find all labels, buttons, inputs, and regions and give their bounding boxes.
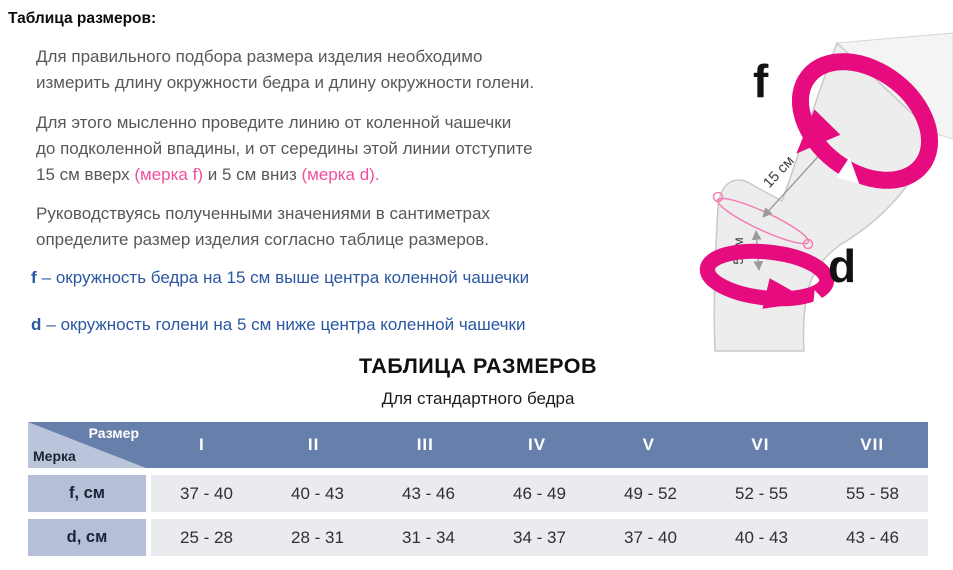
table-corner-cell: Размер Мерка [28,422,146,468]
table-cell: 40 - 43 [291,483,344,503]
measure-mark-f: (мерка f) [134,165,203,184]
column-header-6: VI [751,435,770,454]
thigh-circumference-arrow-icon [791,53,939,189]
size-table-subtitle: Для стандартного бедра [381,389,575,408]
table-row-f: f, см 37 - 40 40 - 43 43 - 46 46 - 49 49… [28,475,928,512]
table-cell: 55 - 58 [846,483,899,503]
intro-paragraph-3: Руководствуясь полученными значениями в … [36,204,490,249]
size-table-title: ТАБЛИЦА РАЗМЕРОВ [359,354,597,378]
table-cell: 34 - 37 [513,527,566,547]
size-table: Размер Мерка I II III IV V VI VII f, см … [28,422,928,556]
measure-arrow-15cm [762,148,826,218]
knee-measurement-diagram: 15 см 5 см f d [699,32,953,352]
corner-diagonal [28,422,146,468]
table-cell: 46 - 49 [513,483,566,503]
table-cell: 37 - 40 [180,483,233,503]
table-row-d: d, см 25 - 28 28 - 31 31 - 34 34 - 37 37… [28,519,928,556]
intro-text: Для правильного подбора размера изделия … [31,44,535,335]
shin-circumference-arrow-icon [699,243,835,315]
column-header-2: II [307,435,320,454]
table-cell: 52 - 55 [735,483,788,503]
definition-d-line: d – окружность голени на 5 см ниже центра… [31,315,526,334]
row-label-f: f, см [28,475,146,512]
corner-label-size: Размер [88,425,139,441]
table-cell: 49 - 52 [624,483,677,503]
column-header-3: III [416,435,434,454]
diagram-label-f: f [753,55,769,107]
table-cell: 40 - 43 [735,527,788,547]
intro-paragraph-1: Для правильного подбора размера изделия … [36,47,535,92]
column-header-4: IV [527,435,547,454]
column-header-7: VII [860,435,885,454]
table-cell: 43 - 46 [846,527,899,547]
knee-line-end-right [802,238,814,250]
intro-paragraph-2: Для этого мысленно проведите линию от ко… [36,113,533,184]
column-header-1: I [198,435,205,454]
row-label-d: d, см [28,519,146,556]
column-header-5: V [642,435,655,454]
table-cell: 25 - 28 [180,527,233,547]
table-cell: 37 - 40 [624,527,677,547]
diagram-label-d: d [828,240,856,292]
table-cell: 43 - 46 [402,483,455,503]
page-title: Таблица размеров: [8,10,157,27]
table-cell: 28 - 31 [291,527,344,547]
corner-label-measure: Мерка [33,448,76,464]
table-cell: 31 - 34 [402,527,455,547]
definition-f-line: f – окружность бедра на 15 см выше центра… [31,268,530,287]
column-headers: I II III IV V VI VII [146,422,928,468]
knee-line-end-left [712,191,724,203]
measure-mark-d: (мерка d). [301,165,380,184]
size-table-section: ТАБЛИЦА РАЗМЕРОВ Для стандартного бедра … [28,354,928,563]
table-header-row: Размер Мерка I II III IV V VI VII [28,422,928,468]
